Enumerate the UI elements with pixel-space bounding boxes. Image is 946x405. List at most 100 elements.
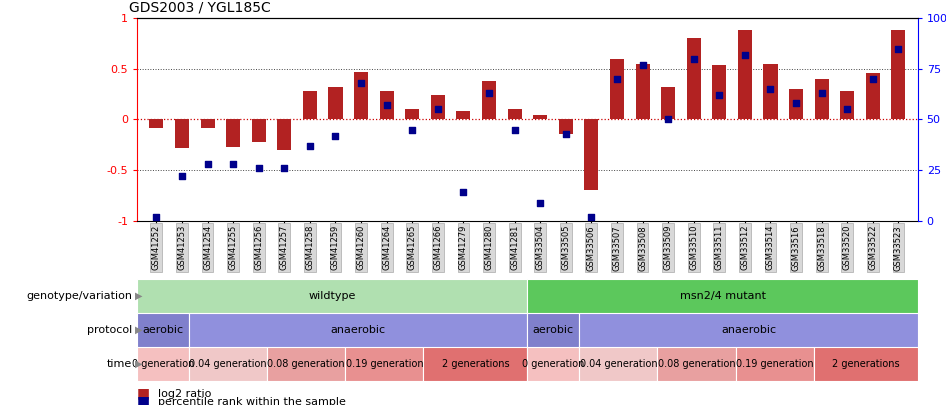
Text: wildtype: wildtype — [308, 291, 356, 301]
Point — [277, 165, 292, 171]
Bar — [687, 38, 701, 119]
Text: ■: ■ — [137, 387, 150, 401]
Text: aerobic: aerobic — [533, 325, 574, 335]
Bar — [814, 347, 918, 381]
Text: ▶: ▶ — [135, 325, 143, 335]
Bar — [226, 119, 240, 147]
Text: ▶: ▶ — [135, 359, 143, 369]
Text: 0 generation: 0 generation — [522, 359, 585, 369]
Bar — [456, 111, 470, 119]
Point — [891, 45, 906, 52]
Point — [635, 62, 650, 68]
Text: log2 ratio: log2 ratio — [158, 389, 211, 399]
Bar — [736, 347, 814, 381]
Bar — [579, 347, 657, 381]
Bar — [189, 347, 267, 381]
Bar — [610, 59, 624, 119]
Text: genotype/variation: genotype/variation — [26, 291, 132, 301]
Bar — [137, 279, 527, 313]
Point — [507, 126, 522, 133]
Text: 0.19 generation: 0.19 generation — [345, 359, 423, 369]
Point — [558, 130, 573, 137]
Point — [840, 106, 855, 113]
Bar — [201, 119, 215, 128]
Bar — [379, 91, 394, 119]
Point — [711, 92, 727, 98]
Bar — [423, 347, 527, 381]
Bar — [149, 119, 164, 128]
Point — [609, 76, 624, 82]
Point — [303, 143, 318, 149]
Bar — [303, 91, 317, 119]
Bar — [585, 119, 599, 190]
Text: aerobic: aerobic — [143, 325, 184, 335]
Text: 0.04 generation: 0.04 generation — [189, 359, 267, 369]
Point — [174, 173, 189, 179]
Point — [584, 213, 599, 220]
Bar — [866, 73, 880, 119]
Bar — [345, 347, 423, 381]
Text: protocol: protocol — [87, 325, 132, 335]
Text: ▶: ▶ — [135, 291, 143, 301]
Point — [200, 161, 215, 167]
Point — [251, 165, 266, 171]
Bar — [328, 87, 342, 119]
Point — [533, 199, 548, 206]
Bar — [636, 64, 650, 119]
Bar — [789, 89, 803, 119]
Point — [354, 80, 369, 86]
Bar — [277, 119, 291, 150]
Text: percentile rank within the sample: percentile rank within the sample — [158, 397, 346, 405]
Text: anaerobic: anaerobic — [721, 325, 776, 335]
Bar — [189, 313, 527, 347]
Text: 0.08 generation: 0.08 generation — [268, 359, 345, 369]
Bar — [267, 347, 345, 381]
Bar — [527, 279, 918, 313]
Point — [328, 132, 343, 139]
Point — [789, 100, 804, 107]
Point — [456, 189, 471, 196]
Bar — [815, 79, 829, 119]
Text: 2 generations: 2 generations — [442, 359, 509, 369]
Bar — [738, 30, 752, 119]
Text: 0.19 generation: 0.19 generation — [736, 359, 814, 369]
Point — [482, 90, 497, 96]
Text: 0 generation: 0 generation — [132, 359, 194, 369]
Bar — [661, 87, 675, 119]
Bar — [891, 30, 905, 119]
Text: ■: ■ — [137, 395, 150, 405]
Bar — [137, 347, 189, 381]
Bar — [763, 64, 778, 119]
Text: time: time — [107, 359, 132, 369]
Text: 2 generations: 2 generations — [832, 359, 900, 369]
Bar — [527, 313, 579, 347]
Bar — [712, 65, 727, 119]
Bar — [405, 109, 419, 119]
Bar — [175, 119, 189, 148]
Bar — [252, 119, 266, 142]
Bar — [579, 313, 918, 347]
Bar — [137, 313, 189, 347]
Point — [660, 116, 675, 123]
Text: GDS2003 / YGL185C: GDS2003 / YGL185C — [130, 0, 272, 14]
Bar — [508, 109, 521, 119]
Point — [379, 102, 394, 109]
Bar — [527, 347, 579, 381]
Bar — [559, 119, 573, 134]
Bar — [534, 115, 547, 119]
Point — [686, 55, 701, 62]
Bar — [482, 81, 496, 119]
Point — [225, 161, 240, 167]
Point — [815, 90, 830, 96]
Bar — [430, 95, 445, 119]
Bar — [354, 72, 368, 119]
Bar — [657, 347, 735, 381]
Point — [405, 126, 420, 133]
Point — [149, 213, 164, 220]
Text: anaerobic: anaerobic — [331, 325, 386, 335]
Text: msn2/4 mutant: msn2/4 mutant — [679, 291, 765, 301]
Point — [866, 76, 881, 82]
Point — [737, 51, 752, 58]
Text: 0.08 generation: 0.08 generation — [657, 359, 735, 369]
Bar — [840, 91, 854, 119]
